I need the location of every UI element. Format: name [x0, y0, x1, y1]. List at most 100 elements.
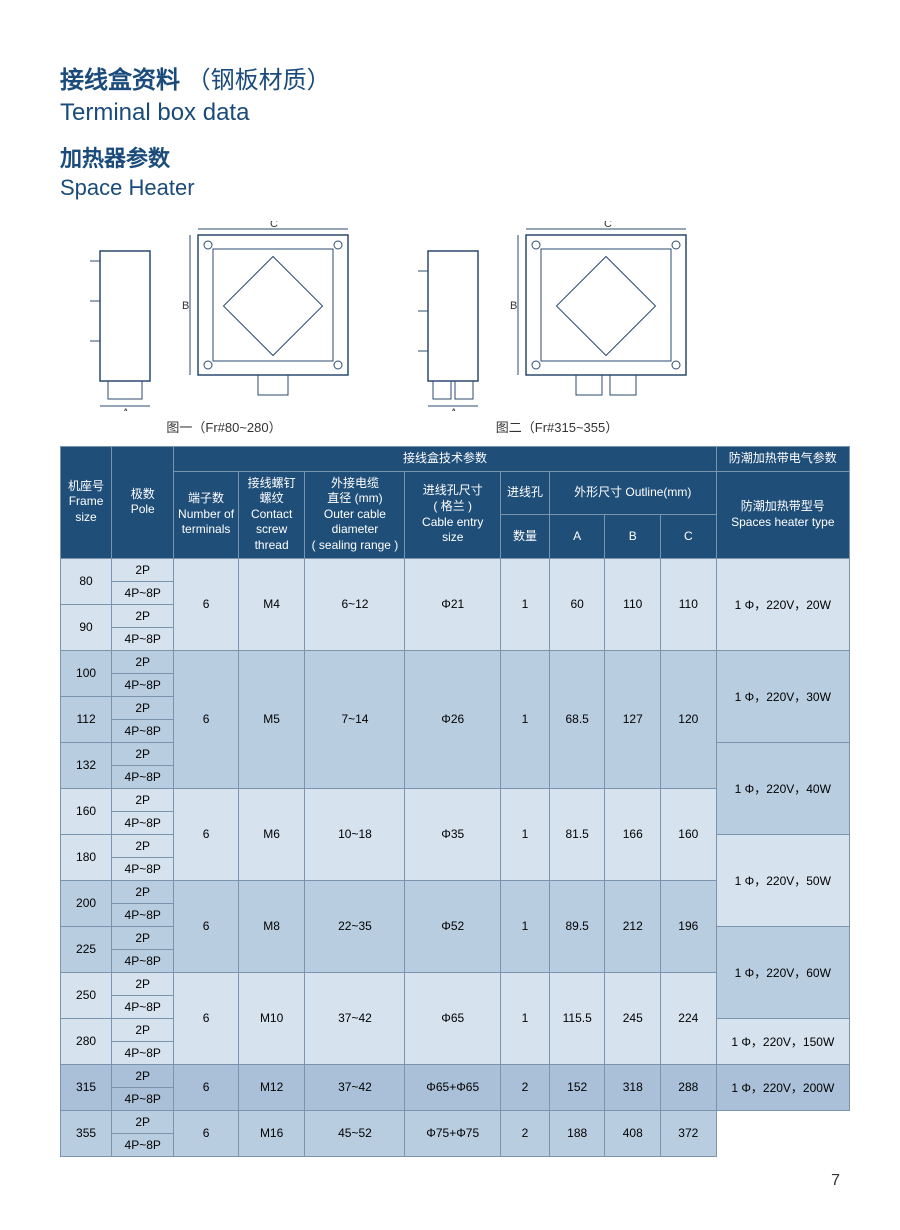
cell-qty: 1	[501, 972, 550, 1064]
cell-qty: 1	[501, 558, 550, 650]
cell-pole: 2P	[112, 650, 174, 673]
hdr-C: C	[661, 515, 717, 558]
cell-C: 120	[661, 650, 717, 788]
title-en: Terminal box data	[60, 99, 850, 127]
cell-cable: 37~42	[305, 1064, 405, 1110]
title-cn-paren: （钢板材质）	[187, 67, 331, 94]
cell-pole: 2P	[112, 742, 174, 765]
hdr-terminals: 端子数Number ofterminals	[174, 471, 238, 558]
cell-terminals: 6	[174, 650, 238, 788]
cell-entry: Φ26	[405, 650, 501, 788]
cell-frame: 132	[61, 742, 112, 788]
cell-screw: M8	[238, 880, 305, 972]
cell-heater: 1 Φ，220V，40W	[716, 742, 849, 834]
title-cn: 接线盒资料 （钢板材质）	[60, 60, 850, 95]
cell-entry: Φ35	[405, 788, 501, 880]
cell-frame: 280	[61, 1018, 112, 1064]
cell-A: 188	[549, 1110, 605, 1156]
cell-heater: 1 Φ，220V，50W	[716, 834, 849, 926]
cell-cable: 7~14	[305, 650, 405, 788]
cell-pole: 4P~8P	[112, 581, 174, 604]
cell-A: 152	[549, 1064, 605, 1110]
cell-frame: 180	[61, 834, 112, 880]
cell-pole: 2P	[112, 834, 174, 857]
title-cn-main: 接线盒资料	[60, 67, 180, 94]
hdr-heater-group: 防潮加热带电气参数	[716, 447, 849, 472]
cell-entry: Φ65+Φ65	[405, 1064, 501, 1110]
spec-thead: 机座号Framesize 极数Pole 接线盒技术参数 防潮加热带电气参数 端子…	[61, 447, 850, 559]
cell-heater: 1 Φ，220V，20W	[716, 558, 849, 650]
cell-qty: 1	[501, 650, 550, 788]
subtitle-cn: 加热器参数	[60, 141, 850, 173]
cell-C: 288	[661, 1064, 717, 1110]
cell-terminals: 6	[174, 788, 238, 880]
diagram-2-side-icon: A	[408, 241, 498, 411]
cell-terminals: 6	[174, 1110, 238, 1156]
svg-text:A: A	[450, 407, 458, 411]
cell-pole: 4P~8P	[112, 1133, 174, 1156]
cell-cable: 45~52	[305, 1110, 405, 1156]
cell-B: 212	[605, 880, 661, 972]
cell-pole: 2P	[112, 1110, 174, 1133]
dim-A: A	[122, 407, 130, 411]
page-number: 7	[831, 1172, 840, 1190]
cell-screw: M12	[238, 1064, 305, 1110]
hdr-A: A	[549, 515, 605, 558]
table-row: 3152P6M1237~42Φ65+Φ6521523182881 Φ，220V，…	[61, 1064, 850, 1087]
cell-qty: 2	[501, 1110, 550, 1156]
cell-C: 224	[661, 972, 717, 1064]
table-row: 802P6M46~12Φ211601101101 Φ，220V，20W	[61, 558, 850, 581]
hdr-screw: 接线螺钉螺纹Contactscrewthread	[238, 471, 305, 558]
cell-frame: 225	[61, 926, 112, 972]
cell-terminals: 6	[174, 880, 238, 972]
hdr-entry-qty-top: 进线孔	[501, 471, 550, 514]
cell-heater: 1 Φ，220V，150W	[716, 1018, 849, 1064]
cell-entry: Φ21	[405, 558, 501, 650]
diagram-2: A C B 图二（Fr#315~355	[408, 221, 706, 436]
svg-text:C: C	[604, 221, 612, 230]
svg-text:C: C	[270, 221, 278, 230]
cell-heater: 1 Φ，220V，30W	[716, 650, 849, 742]
cell-qty: 1	[501, 880, 550, 972]
cell-pole: 2P	[112, 926, 174, 949]
cell-pole: 2P	[112, 1018, 174, 1041]
title-block: 接线盒资料 （钢板材质） Terminal box data 加热器参数 Spa…	[60, 60, 850, 201]
cell-terminals: 6	[174, 558, 238, 650]
cell-terminals: 6	[174, 1064, 238, 1110]
subtitle-en: Space Heater	[60, 175, 850, 201]
hdr-tech-group: 接线盒技术参数	[174, 447, 716, 472]
hdr-outline: 外形尺寸 Outline(mm)	[549, 471, 716, 514]
diagram-1-top-icon: C B	[178, 221, 368, 411]
cell-pole: 4P~8P	[112, 719, 174, 742]
cell-entry: Φ65	[405, 972, 501, 1064]
cell-A: 68.5	[549, 650, 605, 788]
hdr-entry-size: 进线孔尺寸( 格兰 )Cable entrysize	[405, 471, 501, 558]
hdr-entry-qty: 数量	[501, 515, 550, 558]
cell-pole: 4P~8P	[112, 949, 174, 972]
cell-qty: 1	[501, 788, 550, 880]
diagrams-row: A C B 图一（Fr#80~280）	[80, 221, 850, 436]
svg-text:B: B	[510, 300, 517, 312]
cell-frame: 90	[61, 604, 112, 650]
cell-frame: 80	[61, 558, 112, 604]
cell-B: 166	[605, 788, 661, 880]
spec-tbody: 802P6M46~12Φ211601101101 Φ，220V，20W4P~8P…	[61, 558, 850, 1156]
cell-heater: 1 Φ，220V，60W	[716, 926, 849, 1018]
cell-pole: 4P~8P	[112, 903, 174, 926]
diagram-2-caption: 图二（Fr#315~355）	[496, 417, 618, 436]
cell-frame: 100	[61, 650, 112, 696]
table-row: 1002P6M57~14Φ26168.51271201 Φ，220V，30W	[61, 650, 850, 673]
cell-terminals: 6	[174, 972, 238, 1064]
cell-cable: 37~42	[305, 972, 405, 1064]
cell-pole: 2P	[112, 696, 174, 719]
spec-table: 机座号Framesize 极数Pole 接线盒技术参数 防潮加热带电气参数 端子…	[60, 446, 850, 1157]
svg-text:B: B	[182, 300, 189, 312]
cell-pole: 4P~8P	[112, 673, 174, 696]
cell-A: 81.5	[549, 788, 605, 880]
cell-C: 372	[661, 1110, 717, 1156]
hdr-cable: 外接电缆直径 (mm)Outer cablediameter( sealing …	[305, 471, 405, 558]
cell-frame: 200	[61, 880, 112, 926]
cell-frame: 250	[61, 972, 112, 1018]
hdr-heater-type: 防潮加热带型号Spaces heater type	[716, 471, 849, 558]
cell-pole: 2P	[112, 604, 174, 627]
